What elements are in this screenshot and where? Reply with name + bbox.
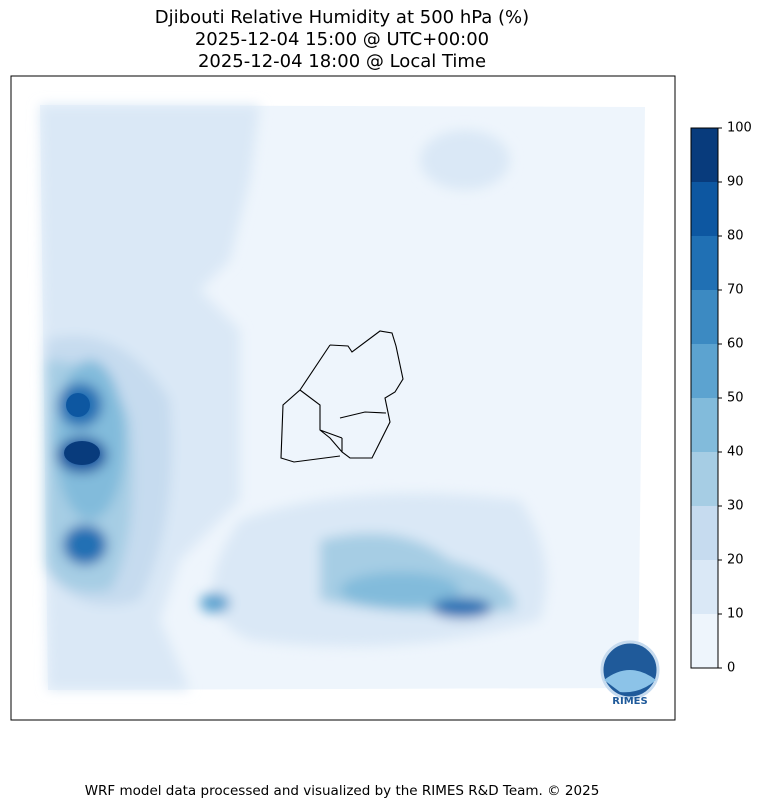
colorbar-band bbox=[691, 614, 718, 668]
colorbar-band bbox=[691, 290, 718, 344]
colorbar-band bbox=[691, 560, 718, 614]
colorbar-tick-label: 0 bbox=[727, 661, 735, 676]
title-line: 2025-12-04 18:00 @ Local Time bbox=[198, 51, 486, 72]
colorbar-band bbox=[691, 128, 718, 182]
colorbar-band bbox=[691, 506, 718, 560]
colorbar-band bbox=[691, 182, 718, 236]
title-line: Djibouti Relative Humidity at 500 hPa (%… bbox=[155, 7, 529, 28]
colorbar-band bbox=[691, 236, 718, 290]
colorbar-tick-label: 80 bbox=[727, 229, 744, 244]
logo-text: RIMES bbox=[612, 696, 647, 707]
colorbar-tick-label: 100 bbox=[727, 121, 752, 136]
humidity-field bbox=[40, 105, 645, 690]
country-border bbox=[280, 330, 404, 463]
footer: WRF model data processed and visualized … bbox=[85, 783, 600, 799]
colorbar-tick-label: 40 bbox=[727, 445, 744, 460]
colorbar-band bbox=[691, 398, 718, 452]
colorbar-tick-label: 20 bbox=[727, 553, 744, 568]
colorbar-tick-label: 60 bbox=[727, 337, 744, 352]
title-line: 2025-12-04 15:00 @ UTC+00:00 bbox=[195, 29, 489, 50]
colorbar-tick-label: 30 bbox=[727, 499, 744, 514]
colorbar-band bbox=[691, 344, 718, 398]
colorbar-tick-label: 90 bbox=[727, 175, 744, 190]
colorbar-tick-label: 50 bbox=[727, 391, 744, 406]
colorbar-tick-label: 10 bbox=[727, 607, 744, 622]
logo: RIMES bbox=[600, 640, 660, 707]
colorbar-tick-label: 70 bbox=[727, 283, 744, 298]
colorbar-band bbox=[691, 452, 718, 506]
colorbar: 0 10 20 30 40 50 60 70 80 90 100 bbox=[690, 121, 752, 676]
